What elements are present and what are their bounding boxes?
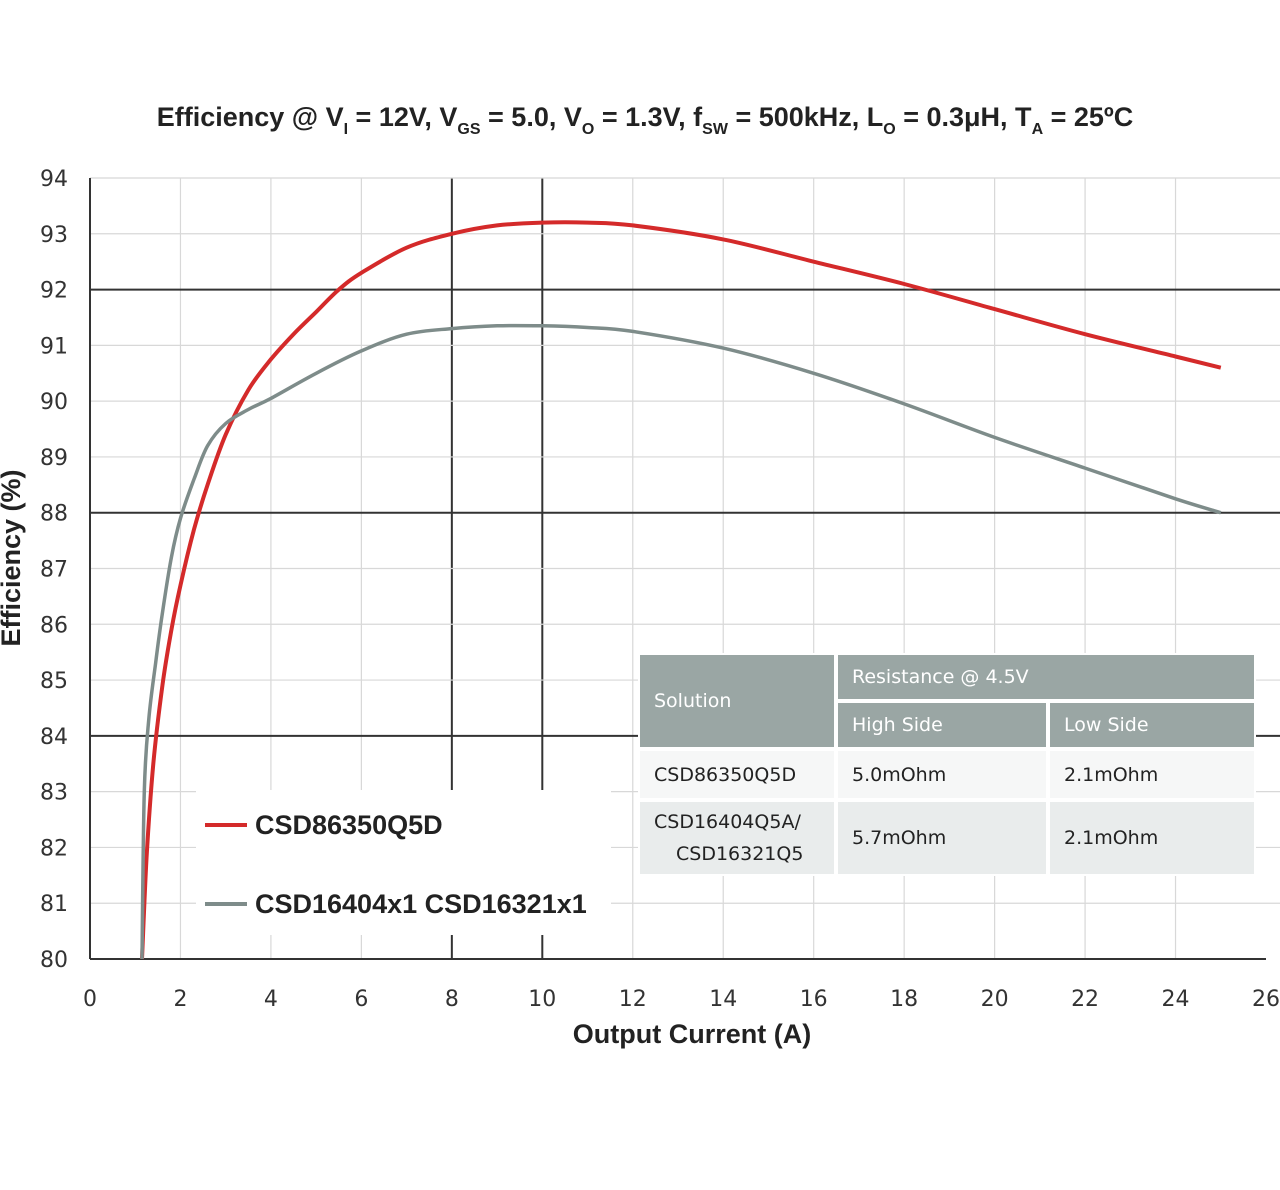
y-tick-label: 87: [40, 558, 68, 583]
axes: [89, 178, 1266, 960]
resistance-table: Solution Resistance @ 4.5V High Side Low…: [638, 653, 1256, 876]
high-side-cell: 5.0mOhm: [836, 749, 1048, 800]
y-tick-label: 84: [40, 725, 68, 750]
y-tick-label: 88: [40, 502, 68, 527]
x-tick-label: 20: [981, 987, 1009, 1012]
x-tick-label: 10: [528, 987, 556, 1012]
resistance-group-header: Resistance @ 4.5V: [836, 653, 1256, 701]
x-tick-label: 4: [264, 987, 278, 1012]
x-axis-label: Output Current (A): [573, 1019, 811, 1049]
chart-title: Efficiency @ VI = 12V, VGS = 5.0, VO = 1…: [157, 102, 1134, 138]
x-tick-label: 0: [83, 987, 97, 1012]
series-line-csd16404-csd16321: [140, 323, 1222, 960]
table-subheader-row: High Side Low Side: [638, 701, 1256, 749]
series-line-csd86350q5d: [140, 220, 1222, 960]
x-tick-label: 12: [619, 987, 647, 1012]
y-tick-label: 80: [40, 948, 68, 973]
x-tick-labels: 0 2 4 6 8 10 12 14 16 18 20 22 24 26: [83, 987, 1280, 1012]
y-tick-label: 86: [40, 613, 68, 638]
low-side-cell: 2.1mOhm: [1048, 749, 1256, 800]
x-tick-label: 24: [1162, 987, 1190, 1012]
x-tick-label: 2: [173, 987, 187, 1012]
table-row: CSD86350Q5D 5.0mOhm 2.1mOhm: [638, 749, 1256, 800]
series-lines: [140, 220, 1222, 960]
solution-header: Solution: [638, 653, 836, 749]
y-tick-label: 81: [40, 892, 68, 917]
x-tick-label: 14: [709, 987, 737, 1012]
low-side-header: Low Side: [1048, 701, 1256, 749]
y-tick-label: 92: [40, 279, 68, 304]
y-tick-label: 89: [40, 446, 68, 471]
y-tick-label: 93: [40, 223, 68, 248]
legend: CSD86350Q5D CSD16404x1 CSD16321x1: [205, 810, 587, 919]
y-tick-label: 94: [40, 167, 68, 192]
solution-cell: CSD16404Q5A/ CSD16321Q5: [638, 800, 836, 876]
table-header-row: Solution Resistance @ 4.5V: [638, 653, 1256, 749]
high-side-header: High Side: [836, 701, 1048, 749]
x-tick-label: 22: [1071, 987, 1099, 1012]
solution-cell: CSD86350Q5D: [638, 749, 836, 800]
y-tick-labels: 80 81 82 83 84 85 86 87 88 89 90 91 92 93 94: [40, 167, 68, 973]
legend-label-csd16404-csd16321: CSD16404x1 CSD16321x1: [255, 889, 587, 919]
y-tick-label: 82: [40, 836, 68, 861]
low-side-cell: 2.1mOhm: [1048, 800, 1256, 876]
x-tick-label: 26: [1252, 987, 1280, 1012]
x-tick-label: 8: [445, 987, 459, 1012]
y-tick-label: 85: [40, 669, 68, 694]
legend-background: [196, 790, 611, 935]
x-tick-label: 18: [890, 987, 918, 1012]
y-axis-label: Efficiency (%): [0, 469, 26, 646]
x-tick-label: 16: [800, 987, 828, 1012]
solution-line-2: CSD16321Q5: [676, 843, 804, 865]
legend-label-csd86350q5d: CSD86350Q5D: [255, 810, 443, 840]
solution-line-1: CSD16404Q5A/: [654, 811, 801, 833]
table-row: CSD16404Q5A/ CSD16321Q5 5.7mOhm 2.1mOhm: [638, 800, 1256, 876]
y-tick-label: 83: [40, 781, 68, 806]
y-tick-label: 90: [40, 390, 68, 415]
high-side-cell: 5.7mOhm: [836, 800, 1048, 876]
y-tick-label: 91: [40, 334, 68, 359]
x-tick-label: 6: [354, 987, 368, 1012]
